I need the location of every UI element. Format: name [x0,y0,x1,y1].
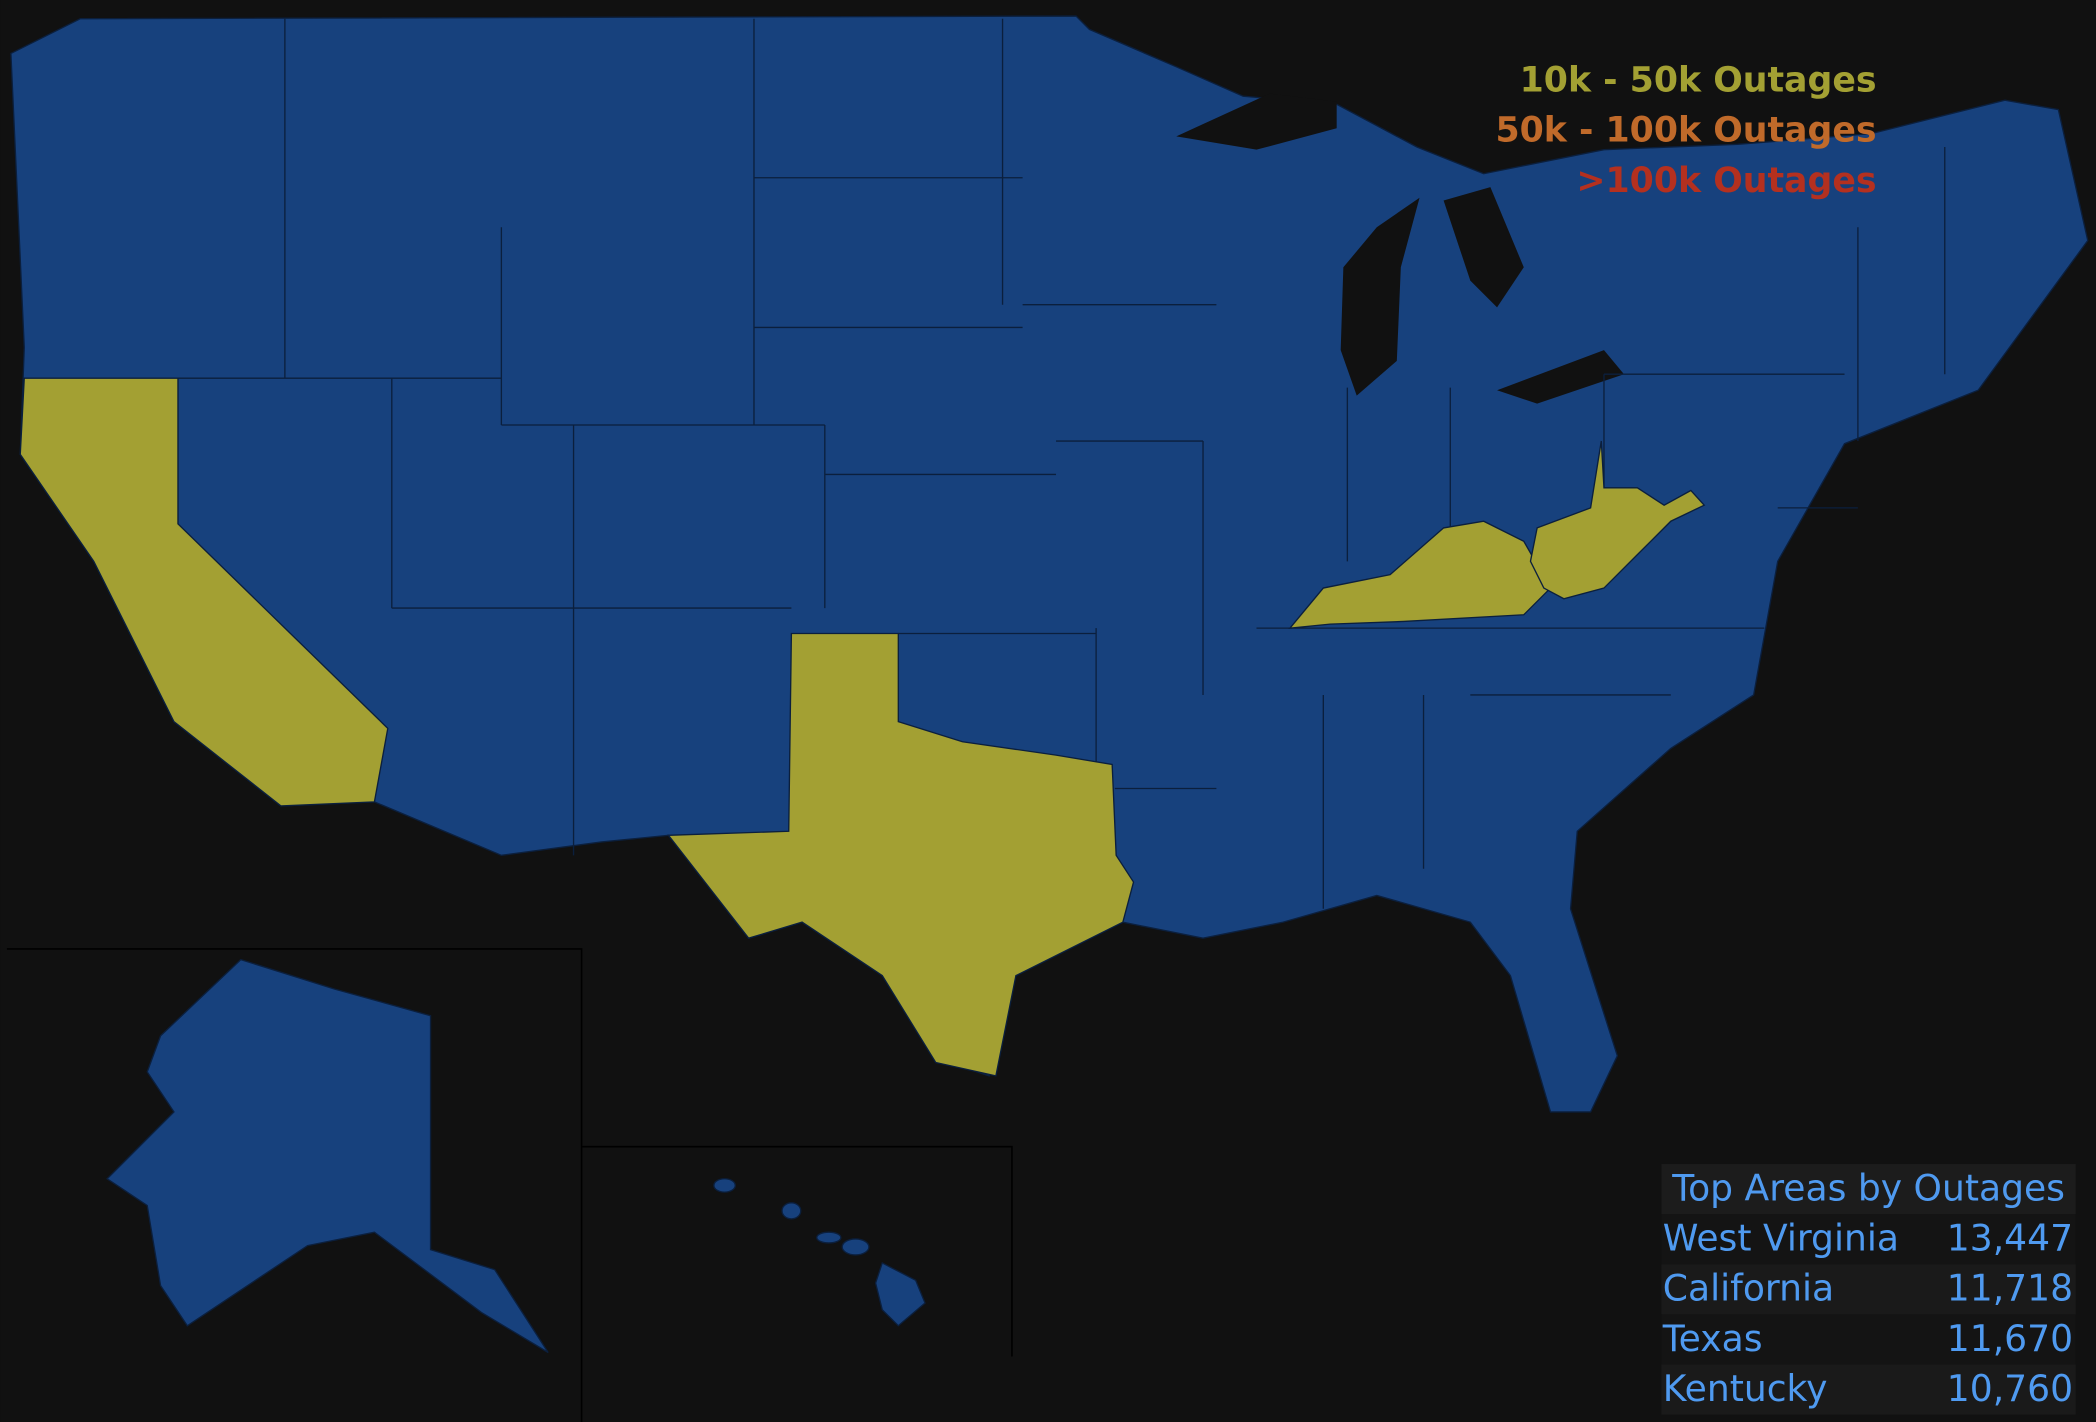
area-name: California [1663,1268,1834,1310]
outage-count: 10,760 [1947,1368,2073,1410]
hawaii-inset-frame [581,1145,1013,1357]
legend-entry: 50k - 100k Outages [1495,111,1876,151]
lake-michigan [1340,197,1420,396]
outage-count: 13,447 [1947,1218,2073,1260]
lake-huron [1443,187,1524,308]
west-virginia [1529,440,1706,600]
table-row-bg [1661,1214,2076,1265]
state-borders [24,18,1946,909]
lake-erie [1497,350,1625,404]
alaska-inset-frame [6,948,583,1422]
table-title: Top Areas by Outages [1671,1167,2065,1209]
table-header-bg [1661,1164,2076,1215]
california [19,377,389,807]
hawaii [713,1178,926,1327]
continental-us [10,15,2089,1113]
top-areas-table: Top Areas by Outages West Virginia 13,447 C… [1661,1164,2076,1415]
legend: 10k - 50k Outages 50k - 100k Outages >100k… [1495,61,1876,201]
area-name: Texas [1662,1318,1763,1360]
table-row-bg [1661,1314,2076,1365]
alaska [106,958,549,1354]
lake-superior [1176,93,1337,150]
area-name: West Virginia [1663,1218,1899,1260]
texas [667,632,1135,1077]
outage-count: 11,670 [1947,1318,2073,1360]
table-row-bg [1661,1364,2076,1415]
outage-count: 11,718 [1947,1268,2073,1310]
legend-entry: >100k Outages [1576,161,1876,201]
kentucky [1288,520,1552,629]
legend-entry: 10k - 50k Outages [1520,61,1877,101]
area-name: Kentucky [1663,1368,1828,1410]
table-row-bg [1661,1264,2076,1315]
